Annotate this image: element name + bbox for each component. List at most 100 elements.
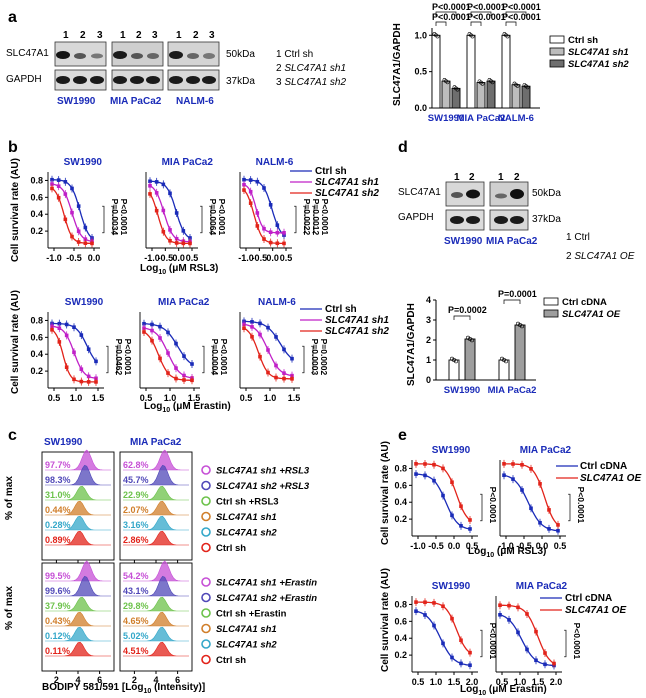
curve-point [432,462,436,467]
curve-point [57,326,62,331]
curve-point [441,641,445,646]
curve-ytick-label: 0.4 [30,349,43,359]
curve-point [174,241,179,245]
panel-letter-a: a [8,9,17,26]
d-bar-dot [499,356,504,361]
curve-point [154,208,159,213]
curve-pval-bracket [202,345,205,374]
curve-point [182,354,186,358]
curve-pval-bracket [106,345,109,374]
d-bar [498,359,510,381]
curve-point [552,661,556,666]
curve-point [529,467,533,471]
histogram-xtick-label: 2 [54,675,59,685]
curve-point [543,662,547,667]
curve-point [161,229,166,234]
curve-ytick-label: 0.4 [30,209,43,219]
a-bar [486,80,496,109]
histogram-peak [45,560,111,582]
histogram-xtick-label: 6 [97,675,102,685]
histogram-pct: 0.12% [45,631,71,641]
curve-point [274,335,278,339]
histogram-peak [45,500,111,516]
curve-xtick-label: 1.5 [448,677,461,687]
curve-pval: P<0.0001 [488,623,498,660]
a-pval: P<0.0001 [502,2,541,12]
a-ylabel: SLC47A1/GAPDH [392,23,403,106]
curve-point [50,177,54,182]
d-cell-mia: MIA PaCa2 [486,236,538,247]
curve-point [56,184,61,188]
a-bar-dot [525,85,530,90]
curve-point [520,463,524,467]
d-bar [464,338,476,381]
curve-point [79,379,84,384]
panel-letter-b: b [8,139,18,156]
d-bar-dot [469,338,474,343]
curve-xtick-label: -0.5 [66,253,82,263]
b-ylabel-top: Cell survival rate (AU) [10,158,21,262]
curve-ytick-label: 0.4 [394,633,407,643]
d-bar-dot [465,335,470,340]
curve-point [250,325,254,329]
curve-pval-bracket [200,205,203,234]
c-legend-marker [201,527,211,537]
curve-pval: P<0.0001 [488,487,498,524]
histogram-pct: 0.11% [45,646,70,656]
curve-pval: P<0.0001 [320,199,330,236]
curve-xtick-label: 1.5 [532,677,545,687]
e2-legend-ctrl: Ctrl cDNA [565,593,612,604]
curve-point [70,186,74,191]
curve-pval-bracket [568,493,571,522]
a-bar-dot [470,34,475,39]
curve-point [150,338,154,343]
panel-letter-c: c [8,427,17,444]
curve-ytick-label: 0.2 [30,226,43,236]
curve-pval: P=0.0064 [208,199,218,236]
curve-point [181,229,186,233]
curve-pval: P<0.0001 [572,623,582,660]
d-bar-dot [519,324,524,329]
curve-xtick-label: 1.0 [70,393,83,403]
curve-line [415,610,471,666]
lane-num: 2 [136,30,142,41]
curve-point [148,179,152,184]
curve-xtick-label: 0.0 [88,253,101,263]
curve-point [459,504,463,508]
curve-xtick-label: 2.0 [466,677,479,687]
curve-point [432,623,436,628]
a-bar-dot [455,87,460,92]
b-legend-sh1: SLC47A1 sh1 [315,177,379,188]
a-bar-dot [505,34,510,39]
curve-pval: P<0.0001 [576,487,586,524]
c-legend-marker [201,511,211,522]
curve-point [150,322,154,327]
curve-point [64,365,69,370]
c-legend-marker [201,465,211,475]
lane-num: 3 [97,30,103,41]
a-pval: P<0.0001 [432,2,471,12]
histogram-peak [123,530,189,546]
curve-point [70,210,74,215]
curve-point [511,462,515,466]
flow-histograms: 97.7% 98.3% 31.0% 0.44% 0.28% 0.89% 62.8% 45.7%… [41,449,193,685]
curve-panel-title: MIA PaCa2 [520,445,572,456]
curve-xtick-label: 0.5 [48,393,61,403]
d-lane: 2 [469,172,475,183]
curve-point [268,203,273,207]
curve-point [166,371,170,375]
curve-point [83,225,88,230]
panel-c: c SW1990 MIA PaCa2 % of max % of max 97.… [4,427,317,695]
histogram-peak [45,485,111,501]
e2-legend-oe: SLC47A1 OE [565,605,626,616]
curve-point [142,321,146,326]
western-blot-a [54,41,220,91]
curve-point [502,473,506,478]
histogram-pct: 2.86% [123,535,149,545]
curve-xtick-label: 1.0 [514,677,527,687]
curve-point [547,527,551,531]
a-bar-dot [490,80,495,85]
d-mw-50: 50kDa [532,188,561,199]
curve-point [242,326,246,331]
bar-chart-a: 0.00.51.0SLC47A1/GAPDHSW1990P<0.0001P<0.… [392,2,629,124]
